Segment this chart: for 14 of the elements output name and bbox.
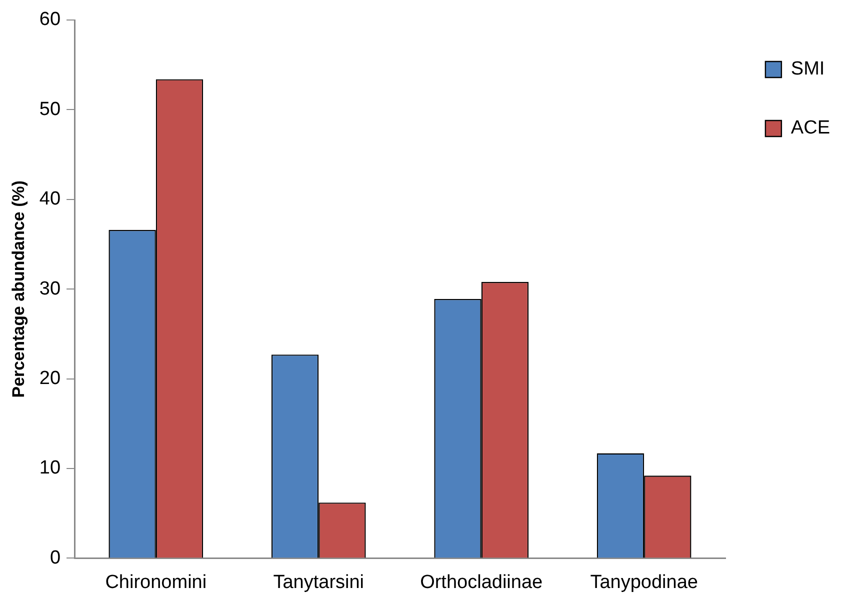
x-tick-label: Tanytarsini	[273, 572, 364, 593]
y-tick-label: 30	[39, 278, 61, 300]
y-tick-label: 50	[39, 98, 61, 120]
y-tick-label: 40	[39, 188, 61, 210]
legend-label: SMI	[790, 58, 825, 80]
x-tick-label: Tanypodinae	[590, 572, 698, 593]
legend-label: ACE	[790, 118, 830, 139]
x-tick-label: Chironomini	[105, 572, 207, 593]
y-tick-label: 20	[39, 368, 61, 390]
y-tick-label: 0	[50, 547, 61, 568]
y-tick-label: 60	[39, 9, 61, 30]
x-tick-label: Orthocladiinae	[420, 572, 543, 593]
y-tick-label: 10	[39, 458, 61, 479]
y-axis-title: Percentage abundance (%)	[8, 180, 28, 398]
